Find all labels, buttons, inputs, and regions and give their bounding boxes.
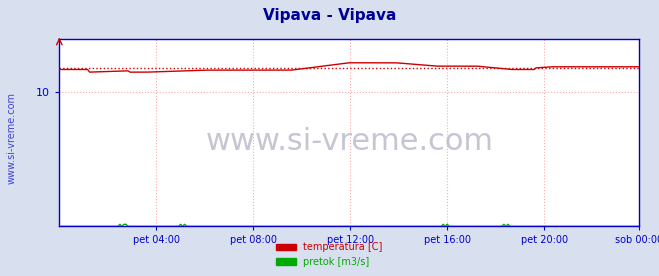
Text: www.si-vreme.com: www.si-vreme.com — [7, 92, 16, 184]
Text: Vipava - Vipava: Vipava - Vipava — [263, 8, 396, 23]
Text: www.si-vreme.com: www.si-vreme.com — [205, 127, 494, 156]
Legend: temperatura [C], pretok [m3/s]: temperatura [C], pretok [m3/s] — [272, 238, 387, 271]
